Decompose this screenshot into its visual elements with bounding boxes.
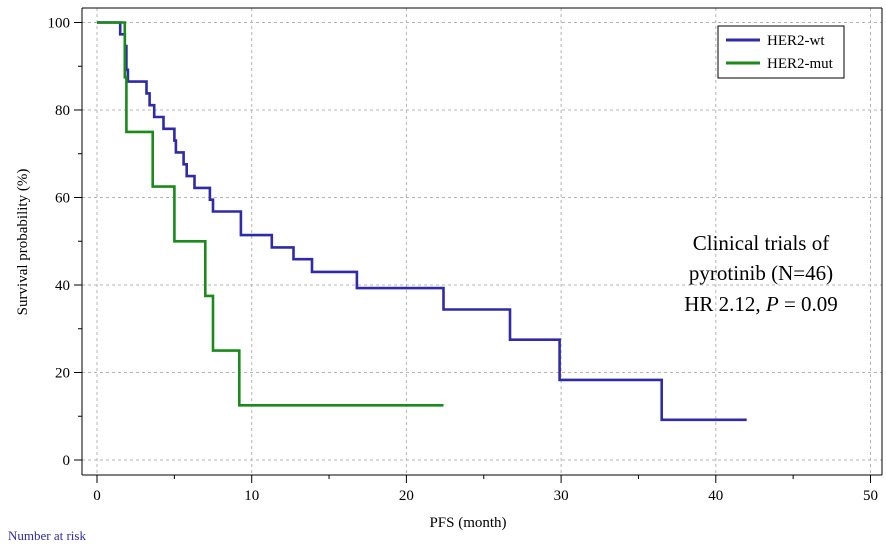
y-tick-label: 20: [55, 366, 70, 382]
x-tick-label: 40: [708, 488, 723, 504]
y-tick-label: 0: [63, 453, 71, 469]
annotation: Clinical trials of pyrotinib (N=46) HR 2…: [684, 231, 838, 316]
axes: 0 10 20 30 40 50 0 20 40 60 80 100: [48, 7, 883, 504]
x-tick-label: 50: [863, 488, 878, 504]
y-tick-label: 100: [48, 16, 71, 32]
annotation-line-1: Clinical trials of: [693, 231, 829, 255]
annotation-line-3: HR 2.12, P = 0.09: [684, 292, 838, 316]
x-tick-label: 30: [554, 488, 569, 504]
y-axis-title: Survival probability (%): [15, 169, 31, 316]
grid-lines: [82, 8, 882, 475]
annotation-p-symbol: P: [765, 292, 779, 316]
legend: HER2-wt HER2-mut: [717, 25, 845, 79]
y-tick-label: 60: [55, 191, 70, 207]
number-at-risk-label: Number at risk: [8, 528, 86, 543]
x-tick-label: 0: [93, 488, 101, 504]
x-tick-label: 10: [244, 488, 259, 504]
series-line-her2-wt: [97, 21, 747, 422]
legend-label-her2-mut: HER2-mut: [767, 56, 834, 72]
y-tick-label: 80: [55, 103, 70, 119]
x-tick-label: 20: [399, 488, 414, 504]
annotation-line-2: pyrotinib (N=46): [689, 261, 833, 285]
legend-box: [717, 25, 845, 79]
series-layer: [97, 21, 747, 422]
legend-label-her2-wt: HER2-wt: [767, 33, 825, 49]
y-tick-label: 40: [55, 278, 70, 294]
annotation-p-value: = 0.09: [779, 292, 838, 316]
series-line-her2-mut: [97, 21, 444, 407]
x-axis-title: PFS (month): [429, 515, 506, 531]
annotation-hr: HR 2.12,: [684, 292, 766, 316]
